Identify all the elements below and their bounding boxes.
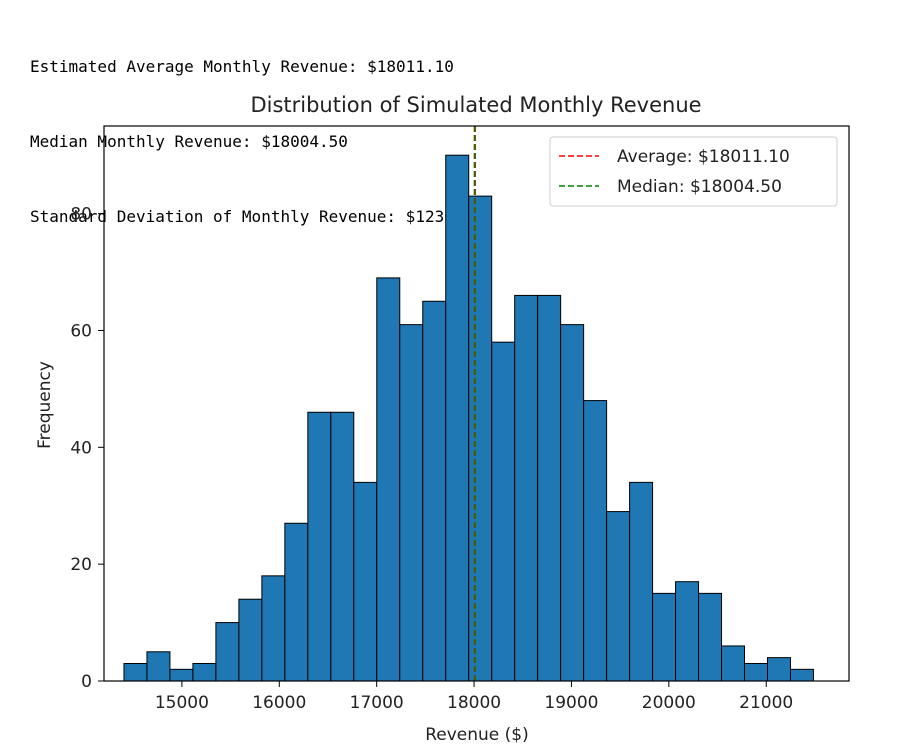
histogram-bar — [652, 592, 677, 682]
median-revenue-line: Median Monthly Revenue: $18004.50 — [30, 132, 348, 151]
histogram-bar — [744, 662, 768, 682]
y-tick-label: 0 — [81, 672, 92, 692]
y-tick-label: 40 — [70, 438, 92, 458]
histogram-bar — [123, 662, 148, 682]
legend-average-label: Average: $18011.10 — [617, 147, 790, 167]
histogram-bar — [353, 481, 378, 682]
histogram-bar — [330, 411, 355, 682]
histogram-bar — [192, 662, 217, 682]
histogram-bar — [146, 651, 171, 682]
chart-legend: Average: $18011.10 Median: $18004.50 — [549, 136, 838, 207]
histogram-bar — [537, 294, 562, 682]
histogram-bar — [583, 400, 608, 682]
histogram-bar — [698, 592, 723, 682]
y-tick-label: 80 — [70, 205, 92, 225]
average-revenue-line: Estimated Average Monthly Revenue: $1801… — [30, 57, 454, 76]
histogram-bar — [675, 581, 700, 682]
y-axis-label: Frequency — [35, 361, 55, 449]
histogram-bar — [261, 575, 286, 682]
x-axis-ticks: 15000 16000 17000 18000 19000 20000 21000 — [155, 681, 793, 713]
y-tick-label: 60 — [70, 321, 92, 341]
y-tick-label: 20 — [70, 555, 92, 575]
histogram-bar — [445, 154, 470, 682]
x-axis-label: Revenue ($) — [425, 725, 529, 745]
histogram-bar — [491, 341, 516, 682]
histogram-bar — [514, 294, 539, 682]
x-tick-label: 21000 — [739, 693, 793, 713]
cell-output-text: Estimated Average Monthly Revenue: $1801… — [30, 4, 483, 254]
plot-area-frame — [103, 125, 850, 682]
legend-box — [549, 136, 838, 207]
x-tick-label: 18000 — [447, 693, 501, 713]
histogram-bar — [215, 622, 240, 682]
histogram-bar — [606, 511, 631, 682]
x-tick-label: 16000 — [252, 693, 306, 713]
histogram-bar — [376, 277, 401, 682]
histogram-bar — [399, 324, 424, 682]
std-dev-revenue-line: Standard Deviation of Monthly Revenue: $… — [30, 207, 483, 226]
x-tick-label: 20000 — [642, 693, 696, 713]
y-axis-ticks: 0 20 40 60 80 — [70, 205, 104, 692]
histogram-bar — [307, 411, 332, 682]
x-tick-label: 17000 — [350, 693, 404, 713]
histogram-bar — [284, 522, 309, 682]
histogram-bars — [123, 154, 814, 682]
histogram-bar — [721, 645, 746, 682]
histogram-bar — [238, 598, 263, 682]
x-tick-label: 15000 — [155, 693, 209, 713]
x-tick-label: 19000 — [544, 693, 598, 713]
histogram-bar — [468, 195, 493, 682]
legend-median-label: Median: $18004.50 — [617, 177, 782, 197]
reference-lines — [473, 126, 476, 681]
histogram-bar — [766, 657, 791, 682]
histogram-bar — [789, 668, 814, 682]
histogram-bar — [169, 668, 194, 682]
chart-title: Distribution of Simulated Monthly Revenu… — [250, 93, 701, 117]
histogram-bar — [422, 300, 447, 682]
histogram-bar — [629, 481, 654, 682]
histogram-bar — [560, 324, 585, 682]
